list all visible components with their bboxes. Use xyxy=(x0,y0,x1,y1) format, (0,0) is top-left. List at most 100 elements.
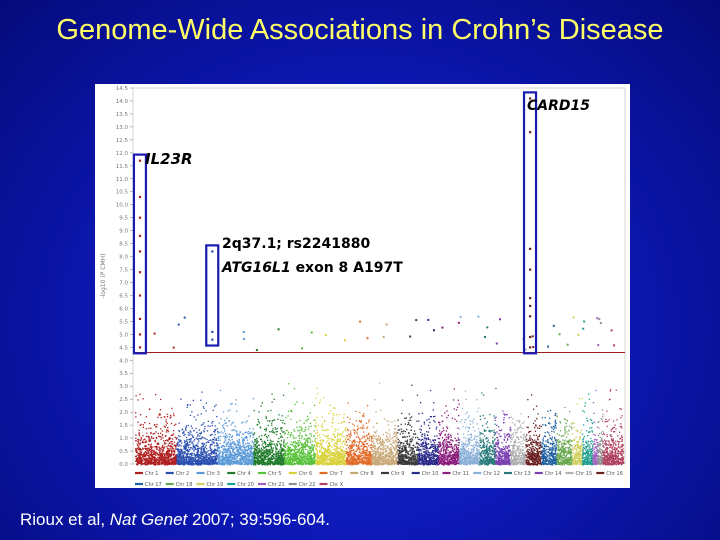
snp-point xyxy=(203,431,205,433)
snp-point xyxy=(323,458,325,460)
snp-point xyxy=(344,455,346,458)
snp-point xyxy=(135,434,137,436)
snp-point xyxy=(228,460,230,462)
snp-point xyxy=(259,426,261,428)
snp-point xyxy=(265,450,267,452)
snp-point xyxy=(347,463,350,466)
snp-point xyxy=(357,436,359,438)
snp-point xyxy=(138,442,140,444)
snp-point xyxy=(157,461,159,463)
snp-point xyxy=(293,457,296,459)
snp-point xyxy=(191,448,194,450)
snp-point xyxy=(282,431,284,433)
snp-point xyxy=(271,450,273,452)
snp-point xyxy=(230,446,232,448)
snp-point xyxy=(154,463,157,465)
snp-point xyxy=(304,443,306,445)
snp-point xyxy=(245,431,247,433)
snp-point xyxy=(135,449,138,451)
snp-point xyxy=(242,453,245,455)
snp-point xyxy=(322,457,324,459)
snp-point xyxy=(212,438,215,441)
snp-point xyxy=(244,450,246,452)
snp-point xyxy=(270,452,272,454)
snp-point xyxy=(180,398,182,400)
snp-point xyxy=(296,426,298,428)
snp-point xyxy=(174,463,176,465)
snp-point xyxy=(137,440,140,442)
snp-point xyxy=(159,453,161,455)
snp-point xyxy=(200,453,202,455)
snp-point xyxy=(278,458,280,460)
snp-point xyxy=(135,395,137,397)
snp-point xyxy=(231,442,233,444)
snp-point xyxy=(145,441,148,443)
snp-point xyxy=(225,454,227,456)
snp-point xyxy=(229,409,231,411)
snp-point xyxy=(146,449,148,451)
snp-point xyxy=(170,441,172,443)
snp-point xyxy=(315,445,317,447)
snp-point xyxy=(247,452,249,454)
snp-point xyxy=(302,458,304,460)
snp-point xyxy=(286,455,288,457)
y-tick-label: 9.0 xyxy=(119,229,128,235)
snp-point xyxy=(136,460,138,462)
snp-point xyxy=(343,440,345,442)
snp-point xyxy=(284,462,286,464)
snp-point xyxy=(289,435,292,438)
snp-point xyxy=(178,449,181,451)
snp-point xyxy=(370,444,372,446)
snp-point xyxy=(327,463,329,465)
snp-point xyxy=(218,454,221,457)
snp-point xyxy=(237,455,240,457)
snp-point xyxy=(190,460,192,463)
snp-point xyxy=(295,452,298,454)
snp-point xyxy=(194,447,196,449)
snp-point xyxy=(200,413,202,415)
snp-point xyxy=(295,437,297,439)
snp-point xyxy=(181,452,183,454)
snp-point xyxy=(265,427,267,429)
snp-point xyxy=(367,456,369,458)
snp-point xyxy=(255,464,257,466)
snp-point xyxy=(345,450,347,452)
snp-point xyxy=(280,445,282,447)
snp-point xyxy=(137,464,139,466)
snp-point xyxy=(192,459,194,461)
snp-point xyxy=(297,458,299,460)
snp-point xyxy=(264,461,266,464)
snp-point xyxy=(187,443,189,445)
snp-point xyxy=(158,454,161,456)
snp-point xyxy=(179,460,181,463)
snp-outlier xyxy=(255,349,258,351)
snp-point xyxy=(286,448,288,450)
snp-point xyxy=(202,451,204,454)
snp-point xyxy=(186,441,189,443)
snp-point xyxy=(321,426,323,428)
snp-point xyxy=(229,440,231,442)
snp-point xyxy=(334,430,336,432)
snp-point xyxy=(150,446,152,448)
snp-point xyxy=(249,458,251,461)
snp-point xyxy=(184,448,186,450)
snp-point xyxy=(223,428,225,430)
snp-point xyxy=(217,457,219,459)
snp-point xyxy=(190,454,192,456)
snp-point xyxy=(272,455,275,457)
snp-point xyxy=(273,456,275,459)
snp-point xyxy=(163,440,165,442)
snp-point xyxy=(344,421,346,423)
snp-point xyxy=(228,451,230,453)
snp-point xyxy=(255,448,258,451)
snp-point xyxy=(233,451,236,454)
snp-point xyxy=(147,461,149,463)
snp-point xyxy=(204,462,207,464)
snp-point xyxy=(328,412,330,415)
snp-point xyxy=(195,444,198,446)
snp-point xyxy=(248,463,250,465)
snp-point xyxy=(219,451,221,453)
snp-point xyxy=(178,435,180,437)
snp-point xyxy=(326,435,328,437)
snp-point xyxy=(310,433,312,435)
